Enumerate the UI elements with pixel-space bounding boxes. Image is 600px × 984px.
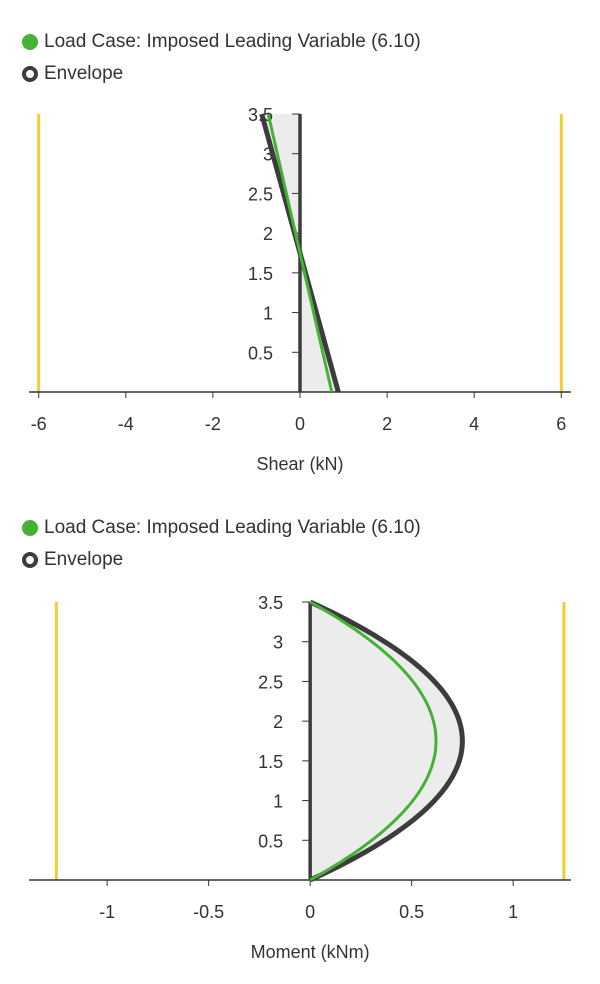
legend-item-envelope[interactable]: Envelope — [22, 544, 421, 576]
moment-legend: Load Case: Imposed Leading Variable (6.1… — [22, 512, 421, 576]
moment-x-tick-label: 0 — [305, 902, 315, 922]
legend-label-envelope: Envelope — [44, 549, 124, 570]
shear-x-tick-label: 0 — [295, 414, 305, 434]
moment-y-tick-label: 2.5 — [258, 672, 283, 692]
shear-x-tick-label: 4 — [469, 414, 479, 434]
shear-y-tick-label: 0.5 — [248, 343, 273, 363]
moment-y-tick-label: 0.5 — [258, 831, 283, 851]
legend-item-envelope[interactable]: Envelope — [22, 58, 421, 90]
legend-label-envelope: Envelope — [44, 63, 124, 84]
moment-envelope-area — [310, 602, 463, 880]
moment-x-tick-label: 1 — [508, 902, 518, 922]
shear-x-tick-label: 6 — [556, 414, 566, 434]
moment-y-tick-label: 2 — [273, 712, 283, 732]
shear-legend: Load Case: Imposed Leading Variable (6.1… — [22, 26, 421, 90]
moment-y-tick-label: 3 — [273, 633, 283, 653]
shear-y-tick-label: 2 — [263, 224, 273, 244]
moment-x-tick-label: -1 — [99, 902, 115, 922]
legend-item-load-case[interactable]: Load Case: Imposed Leading Variable (6.1… — [22, 26, 421, 58]
moment-x-axis-label: Moment (kNm) — [251, 942, 370, 962]
moment-y-tick-label: 1.5 — [258, 752, 283, 772]
moment-series-envelope — [309, 599, 465, 883]
shear-x-tick-label: -2 — [205, 414, 221, 434]
moment-series-load-case — [309, 600, 438, 882]
shear-x-tick-label: 2 — [382, 414, 392, 434]
shear-y-tick-label: 2.5 — [248, 184, 273, 204]
shear-x-tick-label: -6 — [31, 414, 47, 434]
legend-label-load-case: Load Case: Imposed Leading Variable (6.1… — [44, 517, 421, 538]
moment-y-tick-label: 1 — [273, 792, 283, 812]
moment-x-tick-label: 0.5 — [399, 902, 424, 922]
shear-y-tick-label: 1.5 — [248, 264, 273, 284]
legend-label-load-case: Load Case: Imposed Leading Variable (6.1… — [44, 31, 421, 52]
moment-x-tick-label: -0.5 — [193, 902, 224, 922]
moment-chart: -1 -0.5 0 0.5 1 Moment (kNm) 0.5 1 1.5 2 2.5 3 3.5 — [29, 593, 571, 962]
ring-dot-icon — [22, 66, 38, 82]
moment-y-tick-label: 3.5 — [258, 593, 283, 613]
shear-x-axis-label: Shear (kN) — [256, 454, 343, 474]
shear-series-load-case — [266, 113, 334, 393]
shear-x-tick-label: -4 — [118, 414, 134, 434]
green-dot-icon — [22, 520, 38, 536]
ring-dot-icon — [22, 552, 38, 568]
shear-chart-panel: Load Case: Imposed Leading Variable (6.1… — [0, 0, 600, 490]
green-dot-icon — [22, 34, 38, 50]
shear-y-tick-label: 1 — [263, 304, 273, 324]
shear-y-tick-label: 3 — [263, 145, 273, 165]
legend-item-load-case[interactable]: Load Case: Imposed Leading Variable (6.1… — [22, 512, 421, 544]
moment-chart-panel: Load Case: Imposed Leading Variable (6.1… — [0, 490, 600, 984]
